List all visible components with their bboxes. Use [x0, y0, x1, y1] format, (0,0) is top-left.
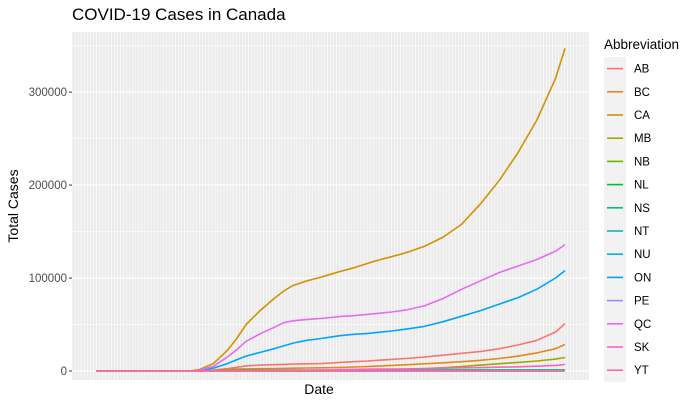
legend-label-sk: SK	[634, 342, 650, 354]
legend-label-on: ON	[634, 272, 651, 284]
legend-label-nl: NL	[634, 180, 649, 192]
y-tick-label: 100000	[29, 273, 67, 285]
y-axis-ticks: 0 100000 200000 300000	[29, 87, 72, 378]
y-tick-label: 0	[61, 366, 67, 378]
y-axis-title: Total Cases	[5, 169, 21, 242]
series-line-qc	[96, 243, 566, 372]
y-tick-label: 300000	[29, 87, 67, 99]
legend-key-background	[604, 57, 626, 382]
legend-label-ab: AB	[634, 64, 650, 76]
series-layer	[96, 48, 566, 372]
series-line-ca	[96, 48, 566, 372]
x-axis-title: Date	[304, 381, 334, 397]
legend-label-nb: NB	[634, 156, 650, 168]
legend-title: Abbreviation	[604, 37, 679, 52]
legend-label-mb: MB	[634, 133, 652, 145]
legend-label-nu: NU	[634, 249, 651, 261]
legend-label-nt: NT	[634, 226, 649, 238]
legend: AB BC CA MB NB NL NS NT NU ON PE QC SK YT	[604, 57, 652, 382]
x-gridlines	[71, 32, 590, 380]
legend-label-ca: CA	[634, 110, 650, 122]
legend-label-pe: PE	[634, 296, 650, 308]
chart-title: COVID-19 Cases in Canada	[72, 5, 286, 24]
series-line-on	[96, 269, 566, 372]
legend-label-bc: BC	[634, 87, 650, 99]
y-tick-label: 200000	[29, 180, 67, 192]
legend-label-qc: QC	[634, 319, 651, 331]
legend-label-yt: YT	[634, 365, 649, 377]
legend-label-ns: NS	[634, 203, 650, 215]
